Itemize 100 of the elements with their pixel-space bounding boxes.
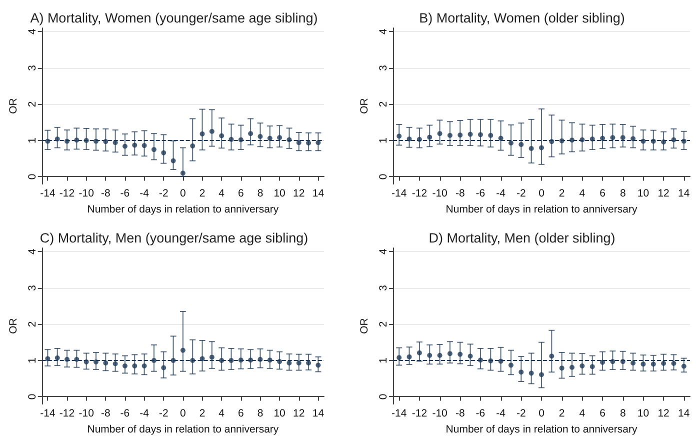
x-tick-label: 8: [620, 408, 626, 420]
point: [103, 139, 108, 144]
x-tick-label: -4: [140, 188, 150, 200]
x-tick-label: -10: [78, 408, 94, 420]
x-tick-label: 6: [238, 188, 244, 200]
point: [84, 138, 89, 143]
x-tick-label: 4: [218, 188, 225, 200]
x-tick-label: -6: [476, 188, 486, 200]
point: [468, 354, 473, 359]
y-axis-title: OR: [358, 318, 371, 334]
x-tick-label: 10: [274, 188, 286, 200]
point: [590, 364, 595, 370]
x-tick-label: 2: [199, 188, 206, 200]
point: [630, 360, 636, 366]
chart-title: D) Mortality, Men (older sibling): [428, 230, 616, 246]
x-tick-label: 4: [218, 408, 225, 420]
point: [661, 139, 666, 144]
point: [219, 358, 224, 363]
point: [142, 363, 147, 368]
point: [650, 362, 656, 367]
point: [132, 142, 138, 148]
point: [681, 364, 686, 369]
point: [681, 138, 686, 144]
point: [580, 363, 585, 368]
x-tick-label: -8: [100, 408, 110, 420]
point: [488, 132, 494, 138]
y-axis-title: OR: [8, 318, 20, 334]
y-tick-label: 0: [26, 394, 38, 400]
x-tick-label: -14: [392, 188, 407, 200]
y-tick-label: 3: [26, 64, 38, 71]
point: [112, 140, 118, 146]
point: [267, 136, 272, 141]
y-tick-label: 2: [378, 321, 390, 328]
y-tick-label: 4: [378, 28, 390, 35]
x-tick-label: 12: [293, 408, 305, 420]
x-axis-title: Number of days in relation to anniversary: [446, 203, 638, 216]
point: [437, 131, 442, 136]
x-tick-label: -12: [59, 188, 75, 200]
point: [74, 138, 80, 143]
point: [508, 140, 514, 146]
point: [209, 128, 214, 134]
x-axis-title: Number of days in relation to anniversary: [87, 423, 280, 436]
point: [396, 134, 402, 139]
point: [600, 136, 606, 141]
point: [447, 351, 452, 356]
point: [468, 132, 473, 137]
point: [518, 370, 524, 375]
point: [640, 138, 646, 144]
point: [630, 136, 636, 142]
point: [620, 359, 626, 364]
x-tick-label: 0: [180, 408, 186, 420]
y-tick-label: 3: [378, 64, 390, 71]
point: [248, 131, 254, 136]
point: [528, 146, 534, 151]
y-axis-title: OR: [8, 98, 20, 114]
point: [518, 142, 524, 147]
y-tick-label: 1: [26, 357, 38, 364]
point: [306, 140, 312, 146]
x-tick-label: -10: [78, 188, 94, 200]
point: [286, 360, 292, 366]
point: [151, 358, 156, 363]
y-tick-label: 4: [26, 28, 38, 35]
point: [122, 144, 128, 149]
x-tick-label: -2: [158, 408, 168, 420]
point: [570, 364, 575, 370]
point: [478, 358, 483, 363]
y-tick-label: 3: [378, 284, 390, 291]
x-tick-label: -10: [432, 408, 448, 420]
x-tick-label: -2: [158, 188, 168, 200]
point: [640, 362, 646, 367]
y-tick-label: 4: [26, 248, 38, 255]
x-tick-label: 10: [637, 188, 650, 200]
point: [170, 158, 176, 164]
point: [64, 356, 70, 362]
y-tick-label: 0: [378, 174, 390, 180]
point: [45, 138, 50, 144]
point: [458, 132, 463, 138]
y-tick-label: 2: [26, 321, 38, 328]
point: [228, 136, 234, 142]
x-tick-label: 8: [257, 408, 264, 420]
point: [161, 150, 166, 156]
point: [94, 359, 98, 364]
point: [610, 135, 616, 140]
point: [549, 139, 554, 144]
x-tick-label: -14: [392, 408, 407, 420]
x-tick-label: -6: [120, 408, 130, 420]
x-axis-title: Number of days in relation to anniversary: [446, 423, 638, 436]
point: [190, 143, 196, 148]
x-tick-label: 6: [600, 188, 606, 200]
point: [45, 356, 50, 362]
x-tick-label: -14: [40, 188, 56, 200]
point: [219, 133, 224, 138]
point: [580, 137, 585, 142]
point: [54, 355, 60, 360]
x-tick-label: 0: [538, 408, 545, 420]
x-tick-label: 12: [658, 408, 670, 420]
point: [549, 354, 554, 359]
x-tick-label: -12: [59, 408, 75, 420]
point: [277, 359, 282, 364]
x-tick-label: -8: [455, 408, 465, 420]
